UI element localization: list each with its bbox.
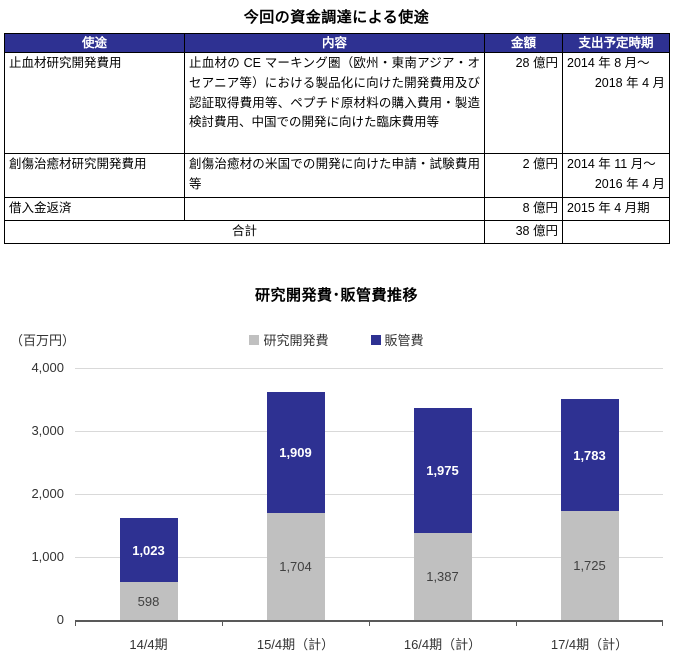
x-tick-label: 17/4期（計） [550,637,629,652]
chart-title: 研究開発費･販管費推移 [254,287,418,304]
legend-item-sga: 販管費 [370,330,424,349]
bar-segment-sga: 1,783 [560,399,619,512]
cell-amount: 2 億円 [484,153,563,198]
table-header-row: 使途 内容 金額 支出予定時期 [4,33,670,53]
x-tick [516,620,517,626]
bar-value-label: 1,704 [279,558,312,574]
legend-swatch-sga-icon [370,334,381,345]
table-row: 止血材研究開発費用 止血材の CE マーキング圏（欧州・東南アジア・オセアニア等… [4,52,670,154]
legend-label-sga: 販管費 [384,333,424,348]
cell-period: 2014 年 11 月～ 2016 年 4 月 [562,153,670,198]
y-axis-unit-label: （百万円） [10,333,76,348]
cell-amount: 8 億円 [484,197,563,221]
cell-use: 創傷治癒材研究開発費用 [4,153,185,198]
bar-segment-rnd: 1,725 [560,511,619,620]
bar-value-label: 1,725 [573,558,606,574]
period-start: 2014 年 11 月～ [567,157,656,171]
table-total-row: 合計 38 億円 [4,219,670,244]
y-tick-label: 1,000 [31,549,64,564]
col-header-amount: 金額 [484,33,563,53]
doc-title: 今回の資金調達による使途 [243,9,430,26]
plot-area: 598 1,023 1,704 1,909 1,387 1,975 1,725 1,783 [75,368,663,626]
cell-use: 借入金返済 [4,197,185,221]
x-axis-labels: 14/4期 15/4期（計） 16/4期（計） 17/4期（計） [75,634,663,653]
legend-item-rnd: 研究開発費 [249,330,329,349]
bar-value-label: 1,909 [279,445,312,461]
cell-use: 止血材研究開発費用 [4,52,185,154]
bar-value-label: 1,783 [573,447,606,463]
gridline [75,557,663,558]
gridline [75,368,663,369]
gridline [75,431,663,432]
cell-amount: 28 億円 [484,52,563,154]
cell-period-empty [562,219,670,244]
bar-segment-sga: 1,909 [266,392,325,513]
period-end: 2018 年 4 月 [594,75,665,90]
gridline [75,494,663,495]
funds-table: 使途 内容 金額 支出予定時期 止血材研究開発費用 止血材の CE マーキング圏… [4,33,670,244]
table-row: 創傷治癒材研究開発費用 創傷治癒材の米国での開発に向けた申請・試験費用等 2 億… [4,153,670,198]
y-tick-label: 4,000 [31,360,64,375]
col-header-use: 使途 [4,33,185,53]
legend-swatch-rnd-icon [249,334,260,345]
x-tick [369,620,370,626]
legend-label-rnd: 研究開発費 [263,333,329,348]
bar-value-label: 1,387 [426,568,459,584]
x-tick [75,620,76,626]
x-tick [662,620,663,626]
y-axis-labels: 0 1,000 2,000 3,000 4,000 [0,360,64,627]
bar-value-label: 1,023 [132,542,165,558]
x-tick-label: 14/4期 [129,637,168,652]
expenses-chart: 研究開発費･販管費推移 （百万円） 研究開発費 販管費 0 1,000 2,000 3… [0,280,673,656]
x-tick [222,620,223,626]
bar-segment-sga: 1,975 [413,408,472,533]
cell-detail: 創傷治癒材の米国での開発に向けた申請・試験費用等 [184,153,485,198]
x-tick-label: 16/4期（計） [403,637,482,652]
cell-period: 2014 年 8 月～ 2018 年 4 月 [562,52,670,154]
total-label: 合計 [4,219,485,244]
total-amount: 38 億円 [484,219,563,244]
bar-segment-rnd: 1,387 [413,532,472,620]
bar-value-label: 598 [137,593,160,609]
period-start: 2015 年 4 月期 [567,201,650,215]
table-row: 借入金返済 8 億円 2015 年 4 月期 [4,197,670,221]
col-header-detail: 内容 [184,33,485,53]
col-header-period: 支出予定時期 [562,33,670,53]
bar-segment-sga: 1,023 [119,517,178,583]
bar-segment-rnd: 1,704 [266,512,325,620]
period-start: 2014 年 8 月～ [567,56,650,70]
bar-value-label: 1,975 [426,462,459,478]
bar-segment-rnd: 598 [119,582,178,620]
cell-detail: 止血材の CE マーキング圏（欧州・東南アジア・オセアニア等）における製品化に向… [184,52,485,154]
chart-legend: 研究開発費 販管費 [0,330,673,349]
y-tick-label: 2,000 [31,486,64,501]
y-tick-label: 0 [56,612,64,627]
cell-period: 2015 年 4 月期 [562,197,670,221]
x-tick-label: 15/4期（計） [256,637,335,652]
cell-detail [184,197,485,221]
y-tick-label: 3,000 [31,423,64,438]
period-end: 2016 年 4 月 [594,176,665,191]
